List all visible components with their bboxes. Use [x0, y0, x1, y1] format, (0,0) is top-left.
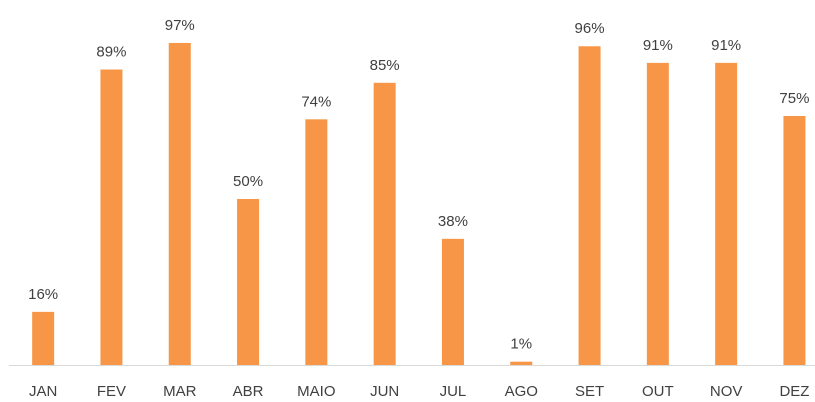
data-label: 38% [438, 213, 468, 230]
data-label: 16% [28, 286, 58, 303]
x-tick-label: MAIO [297, 383, 335, 400]
data-label: 91% [711, 37, 741, 54]
x-tick-label: JUN [370, 383, 399, 400]
x-tick-label: ABR [233, 383, 264, 400]
bar [32, 311, 55, 365]
x-tick-label: FEV [97, 383, 126, 400]
x-tick-label: OUT [642, 383, 674, 400]
bar [305, 119, 328, 365]
bar [168, 42, 191, 366]
bar [783, 116, 806, 365]
data-label: 50% [233, 173, 263, 190]
x-tick-label: SET [575, 383, 604, 400]
x-tick-label: JUL [440, 383, 467, 400]
data-label: 97% [165, 17, 195, 34]
data-label: 89% [96, 43, 126, 60]
bar [646, 62, 669, 365]
bar [715, 62, 738, 365]
data-label: 1% [510, 336, 532, 353]
x-tick-label: DEZ [779, 383, 809, 400]
bar [100, 69, 123, 366]
x-tick-label: AGO [505, 383, 538, 400]
x-tick-label: JAN [29, 383, 57, 400]
x-tick-label: MAR [163, 383, 197, 400]
bar [373, 82, 396, 366]
data-label: 91% [643, 37, 673, 54]
x-tick-label: NOV [710, 383, 743, 400]
data-label: 85% [370, 57, 400, 74]
bar [237, 199, 260, 365]
bar [441, 238, 464, 365]
data-label: 74% [301, 93, 331, 110]
data-label: 75% [779, 90, 809, 107]
data-label: 96% [575, 20, 605, 37]
bar [578, 46, 601, 365]
bar [510, 361, 533, 365]
